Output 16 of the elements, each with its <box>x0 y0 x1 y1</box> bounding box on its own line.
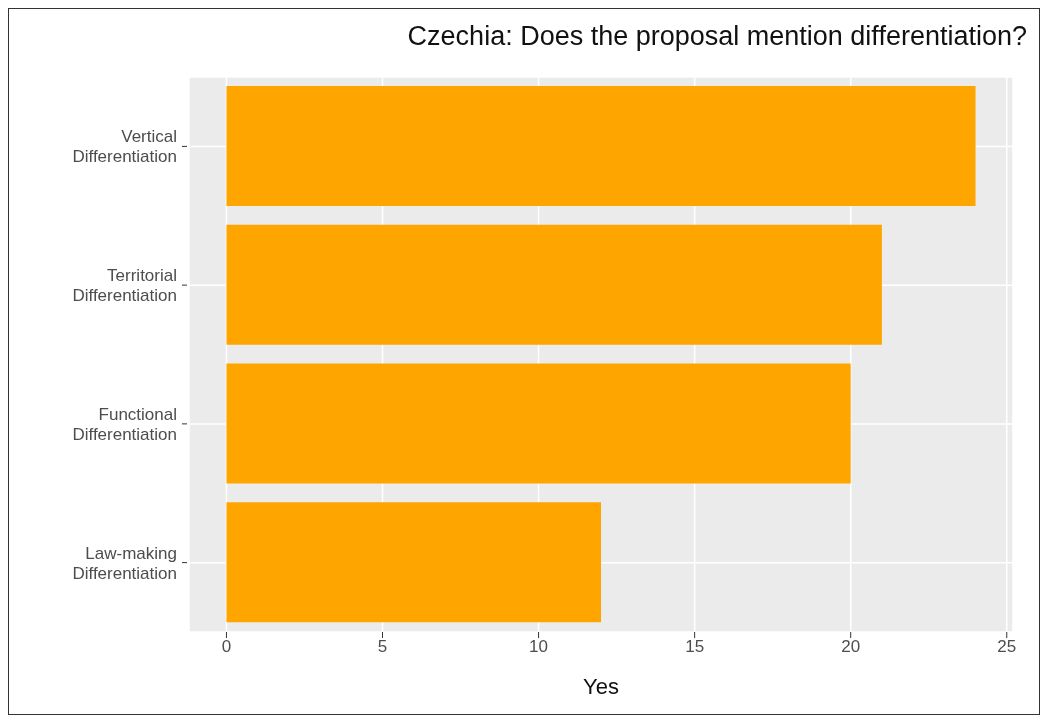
y-tick-label: Law-making Differentiation <box>72 543 177 583</box>
chart-title: Czechia: Does the proposal mention differentiation? <box>407 21 1027 52</box>
bar <box>226 363 851 484</box>
x-axis-title: Yes <box>583 674 619 699</box>
y-tick-label: Territorial Differentiation <box>72 266 177 306</box>
y-tick-label: Vertical Differentiation <box>72 127 177 167</box>
x-tick-label: 10 <box>529 637 549 657</box>
y-tick-label: Functional Differentiation <box>72 404 177 444</box>
bar <box>226 224 882 345</box>
bar <box>226 502 601 623</box>
x-tick-label: 20 <box>841 637 861 657</box>
x-tick-label: 0 <box>221 637 232 657</box>
x-tick-label: 5 <box>377 637 388 657</box>
x-tick-label: 15 <box>685 637 705 657</box>
x-tick-label: 25 <box>997 637 1017 657</box>
bar <box>226 86 976 206</box>
